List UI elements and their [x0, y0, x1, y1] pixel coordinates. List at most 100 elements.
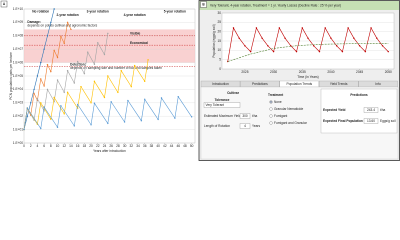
data-point: [83, 72, 86, 75]
data-point: [30, 102, 32, 104]
y-tick-label: 15: [217, 39, 221, 43]
data-point: [76, 60, 79, 63]
series-label: No rotation: [32, 9, 49, 13]
data-point: [123, 121, 126, 123]
data-point: [56, 79, 59, 81]
data-point: [120, 69, 122, 72]
y-tick-label: 1.E+04: [13, 87, 23, 91]
data-point: [244, 45, 246, 47]
section-heading: Treatment: [268, 93, 284, 97]
data-point: [127, 99, 129, 102]
field-label: Tolerance: [215, 98, 230, 102]
data-point: [295, 50, 298, 53]
radio-label[interactable]: None: [274, 100, 282, 104]
y-tick-label: 5: [219, 58, 221, 62]
data-point: [140, 120, 143, 122]
y-tick-label: 25: [217, 20, 221, 24]
data-point: [144, 80, 146, 83]
data-point: [133, 64, 136, 67]
data-point: [157, 118, 159, 121]
data-point: [324, 27, 326, 29]
radio-label[interactable]: Fumigant and Granular: [274, 121, 308, 125]
data-point: [347, 27, 349, 29]
data-point: [90, 102, 92, 104]
data-point: [66, 21, 69, 24]
annotation-label: Visible: [130, 31, 140, 35]
tab-label[interactable]: Introduction: [212, 82, 229, 86]
data-point: [301, 27, 303, 29]
tab-label[interactable]: Predictions: [252, 82, 268, 86]
y-tick-label: 1.E+02: [13, 114, 23, 118]
y-axis-label: Population (eggs/g soil): [212, 24, 216, 57]
x-tick-label: 2045: [356, 70, 363, 74]
damage-band: [24, 29, 195, 63]
x-tick-label: 38: [150, 144, 154, 148]
unit-label: t/ha: [380, 108, 386, 112]
data-point: [26, 107, 29, 109]
data-point: [267, 45, 269, 47]
x-tick-label: 26: [109, 144, 113, 148]
data-point: [330, 37, 332, 39]
unit-label: Years: [252, 124, 260, 128]
tab-label[interactable]: Yield Trends: [330, 82, 348, 86]
tab-label[interactable]: Info: [375, 82, 381, 86]
x-tick-label: 40: [156, 144, 160, 148]
input-box[interactable]: [239, 113, 251, 119]
x-tick-label: 2030: [270, 70, 277, 74]
figure: A 1.E+00 1.E+01 1.E+02 1.E+03 1.E+04 1.E+05 1.E…: [0, 0, 400, 161]
data-point: [117, 91, 119, 94]
data-point: [255, 27, 258, 29]
data-point: [50, 118, 52, 120]
data-point: [160, 97, 163, 99]
radio-label[interactable]: Fumigant: [274, 114, 287, 118]
y-tick-label: 1.E+03: [13, 101, 23, 105]
data-point: [381, 45, 384, 47]
data-point: [335, 45, 338, 47]
unit-label: Eggs/g soil: [380, 119, 396, 123]
data-point: [66, 69, 69, 72]
x-axis-label: Time (In Years): [297, 75, 319, 79]
x-tick-label: 22: [96, 144, 100, 148]
y-tick-label: 1.E+06: [13, 60, 23, 64]
input-value[interactable]: 4: [244, 124, 246, 128]
data-point: [43, 48, 45, 50]
data-point: [53, 49, 55, 52]
x-tick-label: 46: [176, 144, 180, 148]
data-point: [50, 70, 52, 73]
app-header: [199, 1, 399, 10]
output-box: [363, 107, 379, 113]
x-tick-label: 14: [69, 144, 73, 148]
panel-label-box: [200, 1, 207, 8]
section-heading: Cultivar: [227, 91, 240, 95]
radio-button[interactable]: [269, 107, 273, 111]
data-point: [261, 37, 263, 39]
series-label: 4-year rotation: [124, 13, 146, 17]
input-box[interactable]: [239, 123, 251, 129]
data-point: [93, 102, 96, 104]
data-point: [353, 37, 355, 39]
radio-label[interactable]: Granular Nematicide: [274, 107, 303, 111]
field-label: Length of Rotation: [204, 124, 230, 128]
data-point: [56, 126, 59, 128]
data-point: [80, 85, 82, 88]
radio-button[interactable]: [269, 121, 273, 125]
data-point: [63, 113, 65, 115]
radio-button[interactable]: [269, 114, 273, 118]
x-tick-label: 8: [50, 144, 52, 148]
data-point: [238, 37, 240, 39]
data-point: [53, 96, 55, 99]
data-point: [46, 88, 49, 91]
tab-label[interactable]: Population Trends: [286, 82, 312, 86]
x-tick-label: 50: [190, 144, 194, 148]
x-tick-label: 20: [89, 144, 93, 148]
output-value: 243.4: [367, 108, 375, 112]
y-tick-label: 1.E+10: [13, 7, 23, 11]
select-value[interactable]: Very Tolerant: [206, 103, 225, 107]
select-box[interactable]: [203, 102, 241, 108]
chart-title: Very Tolerant, 4-year rotation, Treatmen…: [210, 3, 341, 7]
data-point: [73, 82, 75, 84]
input-value[interactable]: 300: [242, 114, 248, 118]
x-tick-label: 2: [30, 144, 32, 148]
x-tick-label: 2050: [385, 70, 392, 74]
data-point: [97, 42, 99, 44]
